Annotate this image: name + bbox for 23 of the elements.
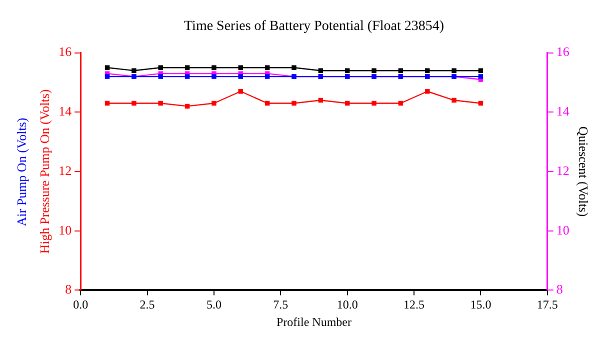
x-tick-label: 2.5 <box>140 298 155 312</box>
x-tick-label: 12.5 <box>404 298 425 312</box>
x-axis-title: Profile Number <box>276 314 352 329</box>
y-tick-label: 12 <box>58 162 72 178</box>
y-tick-label: 16 <box>58 44 72 60</box>
y2-tick-label: 10 <box>556 222 570 238</box>
y-tick-label: 10 <box>58 222 72 238</box>
y2-tick-label: 16 <box>556 44 570 60</box>
y2-tick-label: 12 <box>556 162 570 178</box>
y-tick-label: 8 <box>65 282 72 297</box>
y-axis-title: High Pressure Pump On (Volts) <box>37 89 52 254</box>
x-tick-label: 5.0 <box>206 298 222 312</box>
x-tick-label: 10.0 <box>336 298 358 312</box>
y2-axis-title: Quiescent (Volts) <box>576 126 591 217</box>
x-tick-label: 17.5 <box>536 298 558 312</box>
x-tick-label: 0.0 <box>73 298 88 312</box>
text: Air Pump On (Volts) <box>14 117 30 226</box>
x-tick-label: 15.0 <box>470 298 492 312</box>
y2-tick-label: 14 <box>556 104 570 119</box>
chart-title: Time Series of Battery Potential (Float 23854) <box>184 19 444 34</box>
x-tick-label: 7.5 <box>273 298 288 312</box>
y-tick-label: 14 <box>58 104 72 119</box>
y2-tick-label: 8 <box>556 282 563 297</box>
